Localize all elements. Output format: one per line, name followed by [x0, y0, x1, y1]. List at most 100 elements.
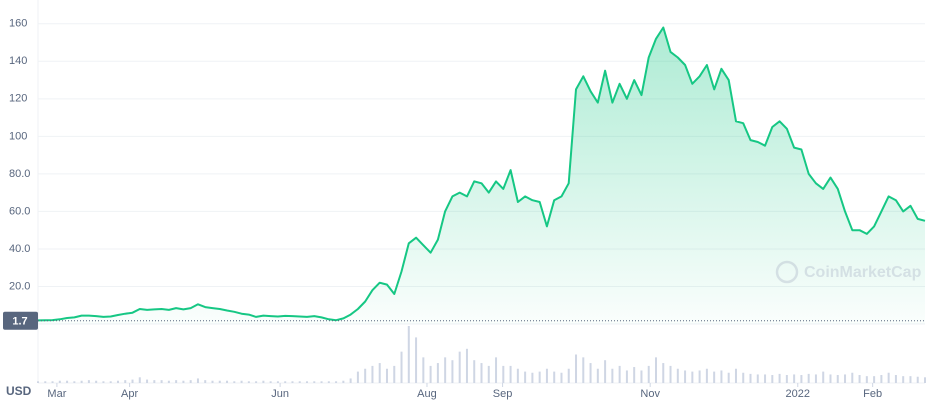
y-tick-label: 60.0: [9, 205, 30, 217]
volume-bar: [924, 377, 926, 383]
volume-bar: [240, 380, 243, 383]
volume-bar: [44, 381, 47, 383]
volume-bar: [807, 373, 810, 383]
volume-bar: [698, 370, 701, 383]
volume-bar: [531, 372, 534, 383]
volume-bar: [276, 381, 279, 383]
volume-bar: [764, 374, 767, 383]
volume-bar: [785, 375, 788, 383]
volume-bar: [284, 381, 287, 383]
volume-bar: [218, 380, 221, 383]
volume-bar: [160, 380, 163, 383]
volume-bar: [131, 379, 134, 383]
volume-bar: [211, 380, 214, 383]
volume-bar: [262, 380, 265, 383]
volume-bar: [858, 375, 861, 383]
volume-bar: [495, 357, 498, 383]
volume-bar: [444, 357, 447, 383]
volume-bar: [436, 363, 439, 383]
volume-bar: [829, 374, 832, 383]
volume-bar: [429, 365, 432, 383]
x-tick-label: Jun: [271, 388, 289, 400]
volume-bar: [422, 357, 425, 383]
volume-bar: [909, 376, 912, 383]
currency-label: USD: [6, 384, 32, 398]
volume-bar: [742, 372, 745, 383]
y-tick-label: 80.0: [9, 168, 30, 180]
x-tick-label: Sep: [493, 388, 513, 400]
volume-bar: [582, 357, 585, 383]
volume-bar: [95, 380, 98, 383]
volume-bar: [465, 348, 468, 383]
volume-bar: [516, 368, 519, 383]
y-tick-label: 140: [9, 55, 27, 67]
volume-bar: [153, 380, 156, 383]
volume-bar: [58, 380, 61, 383]
volume-bar: [146, 379, 149, 383]
watermark: CoinMarketCap: [775, 260, 922, 284]
y-tick-label: 20.0: [9, 280, 30, 292]
volume-bar: [451, 360, 454, 383]
volume-bar: [822, 371, 825, 383]
volume-bar: [480, 363, 483, 383]
volume-bar: [407, 326, 410, 383]
volume-bar: [385, 368, 388, 383]
volume-bar: [604, 360, 607, 383]
volume-bar: [589, 363, 592, 383]
volume-bar: [814, 374, 817, 383]
volume-bar: [335, 381, 338, 383]
y-tick-label: 40.0: [9, 243, 30, 255]
x-tick-label: Mar: [47, 388, 66, 400]
volume-bar: [691, 371, 694, 383]
volume-bar: [894, 375, 897, 383]
y-tick-label: 160: [9, 18, 27, 30]
volume-bar: [291, 381, 294, 383]
volume-bar: [349, 378, 352, 383]
volume-bar: [327, 381, 330, 383]
volume-bar: [524, 371, 527, 383]
volume-bar: [175, 380, 178, 383]
volume-bar: [771, 375, 774, 383]
volume-bar: [567, 368, 570, 383]
volume-bar: [109, 381, 112, 383]
x-tick-label: Nov: [640, 388, 660, 400]
volume-bar: [269, 381, 272, 383]
volume-bar: [654, 357, 657, 383]
volume-bar: [167, 380, 170, 383]
volume-bar: [87, 380, 90, 383]
volume-bar: [727, 372, 730, 383]
y-tick-label: 100: [9, 130, 27, 142]
volume-bar: [538, 371, 541, 383]
volume-bar: [313, 381, 316, 383]
price-area: [38, 27, 925, 324]
volume-bar: [342, 380, 345, 383]
watermark-logo: [775, 260, 799, 284]
volume-bar: [102, 381, 105, 383]
volume-bar: [887, 372, 890, 383]
volume-bar: [138, 377, 141, 383]
volume-bar: [902, 376, 905, 383]
volume-bar: [560, 372, 563, 383]
volume-bar: [611, 368, 614, 383]
volume-bar: [596, 368, 599, 383]
volume-bar: [306, 381, 309, 383]
volume-bar: [509, 365, 512, 383]
x-tick-label: Feb: [863, 388, 882, 400]
volume-bar: [684, 370, 687, 383]
watermark-text: CoinMarketCap: [804, 264, 922, 281]
volume-bar: [749, 373, 752, 383]
y-tick-label: 120: [9, 93, 27, 105]
volume-bar: [189, 380, 192, 383]
volume-bar: [756, 374, 759, 383]
volume-bar: [473, 360, 476, 383]
volume-bar: [676, 368, 679, 383]
volume-bar: [80, 380, 83, 383]
volume-bar: [415, 337, 418, 383]
volume-bar: [793, 374, 796, 383]
volume-bar: [865, 376, 868, 383]
volume-bar: [116, 380, 119, 383]
volume-bar: [364, 368, 367, 383]
volume-bar: [734, 368, 737, 383]
volume-bar: [545, 368, 548, 383]
volume-bar: [487, 365, 490, 383]
